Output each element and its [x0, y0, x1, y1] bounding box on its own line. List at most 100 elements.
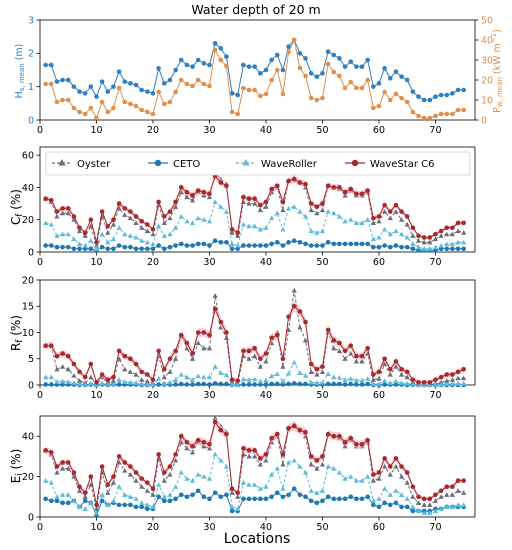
data-point-ceto [438, 246, 444, 252]
data-point-waveroller [240, 480, 246, 485]
y-tick-label: 0 [28, 247, 34, 258]
data-point-ceto [122, 244, 128, 250]
data-point-waveroller [122, 231, 128, 237]
data-point-hs [156, 66, 161, 71]
data-point-wavestar-c6 [331, 185, 337, 190]
data-point-ceto [342, 241, 348, 247]
data-point-waveroller [393, 228, 399, 234]
data-point-hs [399, 74, 404, 79]
data-point-hs [195, 57, 201, 63]
data-point-p [269, 77, 274, 83]
data-point-waveroller [342, 377, 348, 382]
data-point-ceto [291, 238, 297, 243]
data-point-p [410, 109, 416, 115]
data-point-oyster [263, 457, 269, 463]
data-point-ceto [252, 243, 257, 248]
data-point-wavestar-c6 [71, 361, 77, 367]
data-point-waveroller [54, 233, 60, 238]
data-point-ceto [82, 498, 88, 504]
data-point-oyster [235, 494, 241, 499]
y-right-tick-label: 30 [481, 55, 493, 66]
data-point-wavestar-c6 [263, 452, 269, 457]
data-point-oyster [65, 366, 71, 372]
data-point-ceto [291, 381, 297, 386]
data-point-oyster [280, 207, 286, 213]
data-point-oyster [246, 453, 252, 459]
x-tick-label: 60 [373, 257, 385, 268]
data-point-waveroller [269, 471, 275, 477]
data-point-wavestar-c6 [60, 206, 65, 211]
data-point-ceto [190, 492, 195, 498]
data-point-p [258, 93, 263, 99]
data-point-ceto [399, 244, 404, 250]
data-point-p [161, 101, 167, 107]
data-point-oyster [167, 369, 173, 374]
data-point-waveroller [144, 381, 150, 387]
data-point-wavestar-c6 [455, 369, 461, 375]
data-point-wavestar-c6 [229, 377, 235, 383]
data-point-wavestar-c6 [461, 220, 467, 226]
data-point-wavestar-c6 [133, 470, 139, 475]
data-point-p [404, 99, 410, 105]
data-point-ceto [99, 244, 105, 250]
data-point-wavestar-c6 [94, 240, 99, 245]
data-point-ceto [173, 243, 178, 248]
data-point-oyster [76, 378, 83, 383]
data-point-ceto [286, 240, 291, 245]
data-point-wavestar-c6 [246, 348, 252, 354]
data-point-oyster [410, 494, 416, 499]
data-point-hs [444, 92, 450, 98]
data-point-ceto [342, 496, 348, 502]
data-point-waveroller [319, 228, 326, 234]
data-point-p [184, 81, 190, 87]
data-point-wavestar-c6 [450, 484, 455, 490]
data-point-waveroller [133, 380, 139, 385]
x-axis-label: Locations [224, 531, 291, 547]
data-point-ceto [365, 381, 370, 387]
data-point-wavestar-c6 [382, 356, 387, 362]
data-point-oyster [110, 378, 117, 383]
data-point-waveroller [99, 231, 105, 237]
data-point-waveroller [359, 220, 365, 226]
data-point-p [371, 105, 376, 111]
data-point-waveroller [370, 498, 376, 503]
data-point-p [320, 95, 325, 101]
y-tick-label: 60 [22, 150, 34, 161]
data-point-oyster [161, 478, 167, 483]
data-point-ceto [246, 382, 252, 387]
data-point-waveroller [331, 465, 337, 471]
data-point-wavestar-c6 [195, 437, 201, 443]
data-point-p [139, 107, 144, 113]
data-point-waveroller [161, 494, 167, 499]
data-point-waveroller [280, 486, 286, 491]
data-point-oyster [110, 221, 117, 227]
data-point-waveroller [449, 241, 456, 247]
data-point-ceto [229, 508, 235, 514]
data-point-waveroller [161, 233, 167, 238]
data-point-hs [450, 91, 455, 96]
data-point-wavestar-c6 [376, 470, 382, 475]
data-point-waveroller [415, 508, 422, 514]
x-tick-label: 50 [316, 125, 328, 136]
data-point-oyster [172, 204, 179, 209]
data-point-waveroller [184, 374, 190, 380]
data-point-waveroller [246, 482, 252, 487]
data-point-ceto [263, 496, 269, 502]
data-point-p [241, 85, 246, 91]
figure-title: Water depth of 20 m [191, 2, 320, 17]
data-point-waveroller [133, 234, 139, 240]
data-point-waveroller [263, 377, 269, 383]
data-point-hs [82, 91, 88, 96]
data-point-p [399, 95, 404, 101]
data-point-waveroller [348, 217, 354, 222]
data-point-oyster [110, 480, 117, 485]
data-point-ceto [274, 381, 280, 387]
data-point-wavestar-c6 [139, 476, 144, 481]
data-point-wavestar-c6 [145, 372, 150, 377]
data-point-wavestar-c6 [173, 452, 178, 457]
data-point-ceto [43, 496, 48, 502]
data-point-wavestar-c6 [393, 359, 399, 364]
data-point-wavestar-c6 [161, 366, 167, 372]
data-point-ceto [246, 243, 252, 248]
